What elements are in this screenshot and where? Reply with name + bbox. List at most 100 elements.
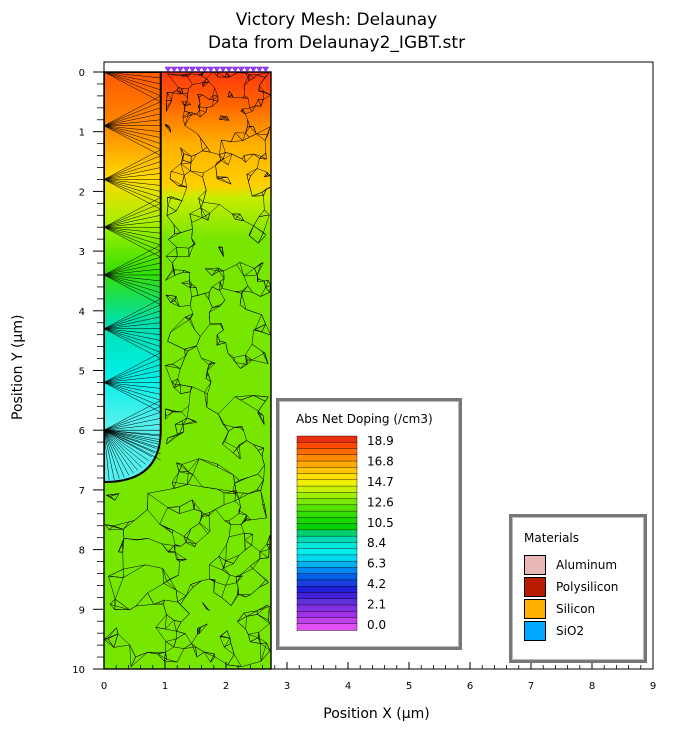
mesh-edge <box>222 443 234 454</box>
mesh-edge <box>253 216 260 226</box>
mesh-edge <box>171 381 176 386</box>
mesh-edge <box>223 567 231 576</box>
mesh-edge <box>245 344 253 356</box>
mesh-edge <box>253 444 259 451</box>
mesh-edge <box>248 77 255 81</box>
mesh-edge <box>175 420 182 425</box>
mesh-edge <box>180 384 193 388</box>
mesh-edge <box>188 471 193 475</box>
mesh-edge <box>234 395 254 397</box>
mesh-edge <box>261 192 264 196</box>
mesh-edge <box>181 175 185 186</box>
mesh-edge <box>217 488 225 494</box>
mesh-edge <box>176 90 181 93</box>
oxide-fan-edge <box>104 179 161 198</box>
mesh-edge <box>217 488 233 492</box>
mesh-edge <box>258 90 271 96</box>
x-tick-label: 8 <box>589 681 595 692</box>
mesh-edge <box>166 659 178 663</box>
mesh-edge <box>190 386 193 392</box>
mesh-edge <box>129 605 136 611</box>
mesh-edge <box>180 153 184 164</box>
materials-legend-item: Aluminum <box>524 555 617 575</box>
mesh-edge <box>155 627 167 642</box>
mesh-edge <box>249 107 253 112</box>
mesh-edge <box>129 644 136 658</box>
mesh-edge <box>189 284 193 288</box>
mesh-edge <box>233 474 237 490</box>
mesh-edge <box>259 579 267 588</box>
mesh-edge <box>202 217 209 221</box>
contact-marker <box>207 66 215 73</box>
mesh-edge <box>215 162 217 166</box>
mesh-edge <box>167 197 183 201</box>
oxide-fan-edge <box>104 72 161 91</box>
mesh-edge <box>222 441 225 445</box>
y-axis-ticks: 0 1 2 3 4 5 6 7 8 9 10 <box>72 68 104 676</box>
mesh-edge <box>241 568 254 575</box>
mesh-edge <box>257 412 264 416</box>
mesh-edge <box>193 580 202 588</box>
mesh-edge <box>245 355 248 365</box>
mesh-edge <box>183 646 196 649</box>
mesh-edge <box>198 94 203 98</box>
mesh-edge <box>116 627 119 634</box>
mesh-edge <box>177 648 185 663</box>
mesh-edge <box>113 633 119 648</box>
mesh-edge <box>104 639 115 648</box>
mesh-edge <box>202 176 207 191</box>
mesh-edge <box>257 464 265 475</box>
mesh-edge <box>197 627 201 635</box>
mesh-edge <box>147 488 174 494</box>
mesh-edge <box>200 207 203 218</box>
mesh-edge <box>208 361 213 365</box>
oxide-fan-edge <box>104 382 161 401</box>
mesh-edge <box>167 92 172 101</box>
mesh-edge <box>246 173 252 176</box>
mesh-edge <box>208 515 211 532</box>
oxide-fan-edge <box>104 226 161 252</box>
mesh-edge <box>187 73 192 77</box>
colorbar-swatch <box>296 585 358 594</box>
mesh-edge <box>205 267 218 270</box>
oxide-fan-edge <box>104 382 161 395</box>
corner-fan-edge <box>104 430 125 478</box>
colorbar-swatch <box>296 554 358 562</box>
x-axis-ticks: 0 1 2 3 4 5 6 7 8 9 <box>101 662 656 692</box>
mesh-edge <box>183 536 187 543</box>
mesh-edge <box>186 405 190 419</box>
mesh-edge <box>196 109 200 115</box>
mesh-edge <box>164 652 166 662</box>
mesh-edge <box>225 544 227 561</box>
oxide-fan-edge <box>104 316 161 329</box>
oxide-fan-edge <box>104 310 161 329</box>
mesh-edge <box>188 244 195 257</box>
oxide-fan-edge <box>104 95 161 126</box>
mesh-edge <box>264 72 270 78</box>
mesh-edge <box>200 202 204 208</box>
colorbar-swatch <box>296 548 358 556</box>
mesh-edge <box>203 512 210 515</box>
mesh-edge <box>235 132 243 141</box>
mesh-edge <box>153 599 165 605</box>
mesh-edge <box>221 597 232 606</box>
mesh-edge <box>226 72 231 77</box>
mesh-edge <box>161 543 169 553</box>
mesh-edge <box>219 115 222 120</box>
mesh-edge <box>219 204 233 215</box>
mesh-edge <box>202 94 210 100</box>
mesh-edge <box>182 112 190 118</box>
mesh-edge <box>240 359 248 369</box>
mesh-edge <box>162 568 164 584</box>
mesh-edge <box>225 574 231 586</box>
mesh-edge <box>178 464 183 472</box>
mesh-edge <box>227 177 232 185</box>
mesh-edge <box>196 113 201 118</box>
mesh-edge <box>105 524 110 531</box>
oxide-fan-edge <box>104 125 161 150</box>
mesh-edge <box>240 427 244 432</box>
mesh-edge <box>228 72 238 78</box>
mesh-edge <box>225 560 234 564</box>
mesh-edge <box>233 474 240 481</box>
mesh-edge <box>166 205 169 216</box>
